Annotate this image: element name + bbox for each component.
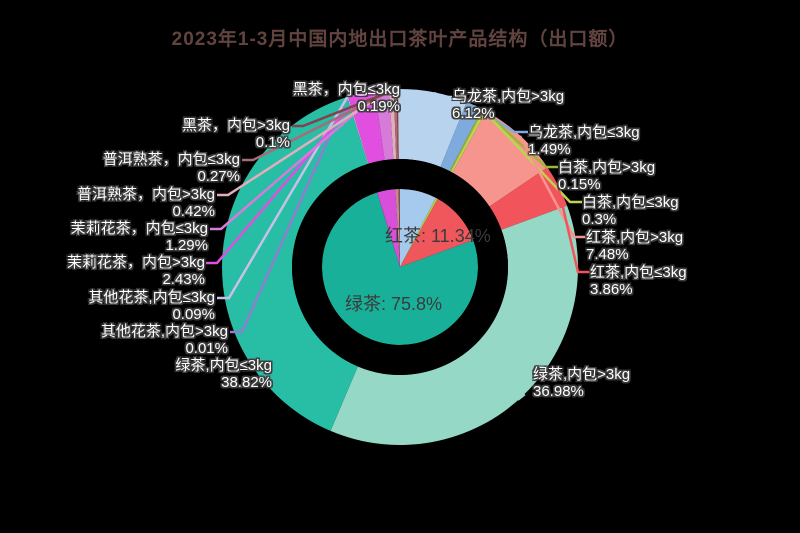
- slice-label-name: 红茶,内包≤3kg: [590, 264, 687, 281]
- slice-label-14: 黑茶，内包>3kg 0.1%: [182, 117, 290, 151]
- leader-line-5: [556, 185, 590, 274]
- slice-label-name: 茉莉花茶，内包≤3kg: [70, 220, 208, 237]
- slice-label-value: 36.98%: [533, 383, 584, 400]
- slice-label-name: 黑茶，内包≤3kg: [292, 81, 400, 98]
- leader-line-4: [518, 135, 586, 239]
- leader-line-7: [245, 324, 264, 380]
- inner-slice-0[interactable]: [400, 189, 436, 267]
- slice-label-3: 白茶,内包≤3kg 0.3%: [582, 194, 679, 228]
- inner-slice-6[interactable]: [395, 189, 400, 267]
- slice-label-10: 茉莉花茶，内包>3kg 2.43%: [67, 254, 205, 288]
- slice-label-name: 普洱熟茶，内包>3kg: [77, 186, 215, 203]
- center-label-1: 绿茶: 75.8%: [345, 294, 443, 314]
- outer-slice-11[interactable]: [374, 89, 394, 161]
- leader-line-9: [217, 95, 350, 300]
- leader-line-15: [397, 88, 402, 92]
- ring-separator: [292, 159, 508, 375]
- slice-label-1: 乌龙茶,内包≤3kg 1.49%: [528, 124, 640, 158]
- outer-slice-13[interactable]: [393, 89, 399, 160]
- outer-slice-14[interactable]: [396, 89, 399, 160]
- slice-label-name: 其他花茶,内包≤3kg: [88, 289, 215, 306]
- slice-label-value: 0.01%: [185, 340, 228, 357]
- inner-slice-4[interactable]: [376, 192, 400, 267]
- leader-line-11: [210, 89, 383, 231]
- outer-slice-4[interactable]: [452, 111, 548, 207]
- slice-label-value: 3.86%: [590, 281, 633, 298]
- slice-label-6: 绿茶,内包>3kg 36.98%: [533, 366, 630, 400]
- slice-label-value: 0.27%: [197, 168, 240, 185]
- leader-line-13: [242, 87, 396, 162]
- outer-slice-2[interactable]: [449, 108, 484, 172]
- slice-label-value: 0.19%: [357, 98, 400, 115]
- slice-label-name: 普洱熟茶，内包≤3kg: [102, 151, 240, 168]
- slice-label-value: 0.42%: [172, 203, 215, 220]
- center-label-0: 红茶: 11.34%: [385, 226, 491, 246]
- leader-line-8: [230, 96, 349, 334]
- slice-label-value: 0.09%: [172, 306, 215, 323]
- slice-label-8: 其他花茶,内包>3kg 0.01%: [101, 323, 228, 357]
- slice-label-7: 绿茶,内包≤3kg 38.82%: [175, 357, 272, 391]
- slice-label-name: 乌龙茶,内包≤3kg: [528, 124, 640, 141]
- leader-line-14: [292, 87, 398, 128]
- slice-label-5: 红茶,内包≤3kg 3.86%: [590, 264, 687, 298]
- slice-label-11: 茉莉花茶，内包≤3kg 1.29%: [71, 220, 208, 254]
- outer-slice-5[interactable]: [489, 167, 568, 230]
- slice-label-name: 绿茶,内包>3kg: [533, 366, 631, 383]
- leader-line-12: [217, 87, 392, 197]
- leader-line-2: [482, 109, 558, 169]
- leader-line-6: [496, 373, 533, 401]
- inner-slice-3[interactable]: [322, 192, 478, 346]
- inner-slice-1[interactable]: [400, 197, 438, 267]
- slice-label-name: 黑茶，内包>3kg: [182, 117, 290, 134]
- slice-label-value: 38.82%: [221, 374, 272, 391]
- outer-slice-15[interactable]: [397, 89, 400, 160]
- slice-label-value: 0.3%: [582, 211, 617, 228]
- slice-label-12: 普洱熟茶，内包>3kg 0.42%: [77, 186, 215, 220]
- slice-label-0: 乌龙茶,内包>3kg 6.12%: [452, 88, 564, 122]
- inner-slice-7[interactable]: [398, 189, 400, 267]
- slice-label-name: 红茶,内包>3kg: [586, 229, 684, 246]
- chart-title: 2023年1-3月中国内地出口茶叶产品结构（出口额）: [171, 29, 629, 50]
- outer-slice-12[interactable]: [389, 89, 397, 160]
- slice-label-15: 黑茶，内包≤3kg 0.19%: [293, 81, 400, 115]
- slice-label-name: 其他花茶,内包>3kg: [100, 323, 228, 340]
- slice-label-name: 乌龙茶,内包>3kg: [452, 88, 565, 105]
- slice-label-name: 茉莉花茶，内包>3kg: [67, 254, 205, 271]
- slice-label-name: 白茶,内包>3kg: [558, 159, 656, 176]
- inner-slice-2[interactable]: [400, 198, 474, 267]
- outer-slice-0[interactable]: [400, 89, 467, 167]
- slice-label-value: 6.12%: [452, 105, 495, 122]
- slice-label-value: 0.1%: [255, 134, 290, 151]
- slice-label-value: 7.48%: [586, 246, 629, 263]
- slice-label-value: 0.15%: [558, 176, 601, 193]
- leader-line-0: [433, 91, 452, 99]
- slice-label-13: 普洱熟茶，内包≤3kg 0.27%: [103, 151, 240, 185]
- slice-label-value: 2.43%: [162, 271, 205, 288]
- slice-label-2: 白茶,内包>3kg 0.15%: [558, 159, 655, 193]
- inner-slice-5[interactable]: [377, 189, 400, 267]
- slice-label-name: 白茶,内包≤3kg: [582, 194, 679, 211]
- leader-line-3: [484, 111, 582, 204]
- slice-label-9: 其他花茶,内包≤3kg 0.09%: [88, 289, 215, 323]
- slice-label-4: 红茶,内包>3kg 7.48%: [586, 229, 683, 263]
- slice-label-value: 1.29%: [165, 237, 208, 254]
- outer-slice-3[interactable]: [450, 109, 487, 173]
- slice-label-name: 绿茶,内包≤3kg: [175, 357, 272, 374]
- slice-label-value: 1.49%: [528, 141, 571, 158]
- outer-slice-1[interactable]: [440, 101, 482, 172]
